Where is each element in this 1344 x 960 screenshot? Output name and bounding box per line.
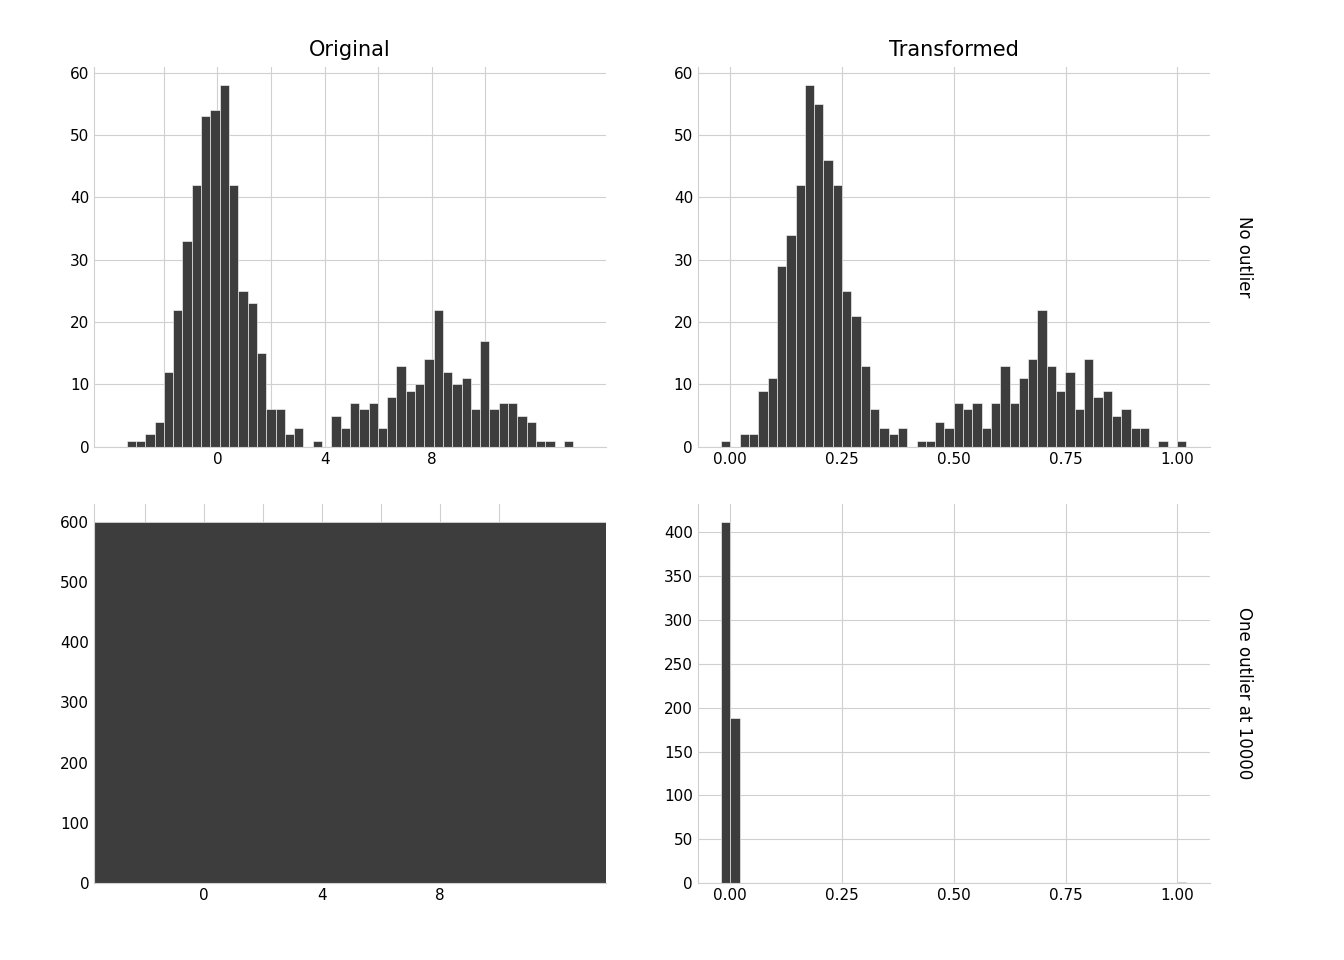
Text: No outlier: No outlier [1235,216,1253,298]
Bar [777,266,786,446]
Bar [211,110,219,446]
Bar [722,441,730,446]
Bar [285,434,294,446]
Bar [1130,428,1140,446]
Bar [917,441,926,446]
Bar [767,378,777,446]
Bar [1028,359,1038,446]
Bar [340,428,349,446]
Bar [527,421,536,446]
Bar [247,303,257,446]
Title: Transformed: Transformed [888,40,1019,60]
Bar [814,104,824,446]
Bar [155,421,164,446]
Bar [387,396,396,446]
Bar [517,416,527,446]
Bar [453,384,461,446]
Bar [981,428,991,446]
Bar [434,310,444,446]
Bar [228,185,238,446]
Bar [1121,409,1130,446]
Bar [860,366,870,446]
Bar [219,85,228,446]
Bar [843,291,851,446]
Bar [926,441,935,446]
Bar [508,403,517,446]
Bar [164,372,173,446]
Bar [888,434,898,446]
Bar [1159,441,1168,446]
Bar [238,291,247,446]
Bar [786,235,796,446]
Bar [870,409,879,446]
Bar [796,185,805,446]
Bar [564,441,574,446]
Bar [964,409,972,446]
Title: Original: Original [309,40,391,60]
Bar [257,353,266,446]
Bar [536,441,546,446]
Bar [954,403,964,446]
Bar [499,403,508,446]
Bar [461,378,470,446]
Bar [1085,359,1093,446]
Bar [879,428,888,446]
Bar [349,403,359,446]
Bar [1066,372,1075,446]
Bar [851,316,860,446]
Bar [1075,409,1085,446]
Bar [332,416,340,446]
Bar [1047,366,1056,446]
Bar [425,359,434,446]
Bar [126,441,136,446]
Bar [805,85,814,446]
Bar [1009,403,1019,446]
Bar [406,391,415,446]
Bar [1177,441,1187,446]
Bar [972,403,981,446]
Bar [136,441,145,446]
Bar [1093,396,1102,446]
Bar [276,409,285,446]
Bar [935,421,945,446]
Bar [945,428,954,446]
Text: One outlier at 10000: One outlier at 10000 [1235,608,1253,780]
Bar [749,434,758,446]
Bar [739,434,749,446]
Bar [368,403,378,446]
Bar [396,366,406,446]
Bar [266,409,276,446]
Bar [173,310,183,446]
Bar [898,428,907,446]
Bar [294,428,304,446]
Bar [415,384,425,446]
Bar [1111,416,1121,446]
Bar [192,185,202,446]
Bar [313,441,323,446]
Bar [1056,391,1066,446]
Bar [1102,391,1111,446]
Bar [991,403,1000,446]
Bar [824,160,833,446]
Bar [480,341,489,446]
Bar [1019,378,1028,446]
Bar [470,409,480,446]
Bar [202,116,211,446]
Bar [833,185,843,446]
Bar [444,372,453,446]
Bar [183,241,192,446]
Bar [1038,310,1047,446]
Bar [730,718,739,883]
Bar [145,434,155,446]
Bar [359,409,368,446]
Bar [546,441,555,446]
Bar [1140,428,1149,446]
Bar [1000,366,1009,446]
Bar [489,409,499,446]
Bar [758,391,767,446]
Bar [378,428,387,446]
Bar [722,521,730,883]
